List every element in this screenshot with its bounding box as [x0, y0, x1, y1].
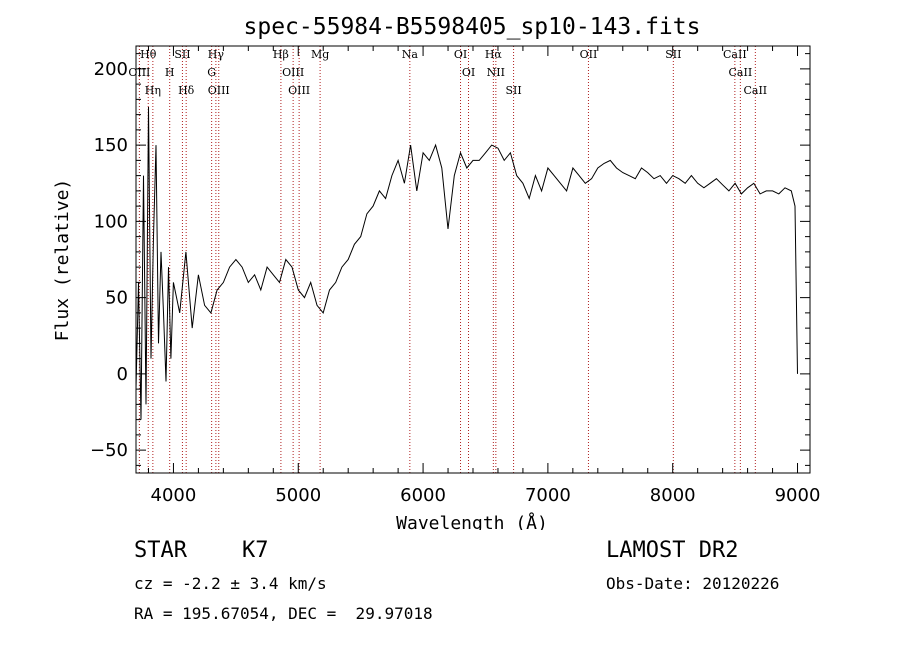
line-label: Hθ: [140, 48, 157, 61]
line-label: OI: [454, 48, 467, 61]
x-tick-label: 9000: [775, 485, 821, 506]
line-label: SII: [505, 84, 521, 97]
y-tick-label: 50: [105, 288, 128, 309]
object-class: STAR: [134, 538, 187, 563]
line-label: Hη: [145, 84, 161, 97]
line-label: CaII: [743, 84, 767, 97]
chart-title: spec-55984-B5598405_sp10-143.fits: [244, 14, 701, 40]
line-label: OIII: [288, 84, 310, 97]
x-tick-label: 6000: [400, 485, 446, 506]
line-label: CaII: [723, 48, 747, 61]
line-label: NII: [487, 66, 505, 79]
line-label: SII: [174, 48, 190, 61]
object-subclass: K7: [242, 538, 269, 563]
x-axis-label: Wavelength (Å): [396, 512, 548, 530]
y-tick-label: 0: [117, 364, 128, 385]
spectrum-line: [135, 106, 798, 420]
y-tick-label: 200: [94, 59, 128, 80]
line-label: Hδ: [178, 84, 195, 97]
survey-name: LAMOST DR2: [606, 538, 739, 563]
y-axis-label: Flux (relative): [52, 179, 73, 342]
line-label: Hβ: [273, 48, 289, 61]
line-label: OII: [580, 48, 598, 61]
emission-line-markers: [138, 46, 756, 473]
y-tick-label: 100: [94, 211, 128, 232]
y-tick-label: 150: [94, 135, 128, 156]
line-label: CaII: [729, 66, 753, 79]
line-label: OI: [462, 66, 475, 79]
x-tick-label: 8000: [650, 485, 696, 506]
line-label: Hα: [485, 48, 503, 61]
line-label: OIII: [128, 66, 150, 79]
redshift-velocity: cz = -2.2 ± 3.4 km/s: [134, 574, 327, 593]
spectrum-chart: spec-55984-B5598405_sp10-143.fits Hθ OIII…: [52, 14, 821, 530]
x-tick-label: 5000: [275, 485, 321, 506]
y-axis-ticks: −50 0 50 100 150 200: [90, 53, 810, 466]
line-label: OIII: [208, 84, 230, 97]
y-tick-label: −50: [90, 440, 128, 461]
line-label: OIII: [282, 66, 304, 79]
line-label: G: [207, 66, 216, 79]
line-label: Hγ: [208, 48, 225, 61]
line-label: SII: [665, 48, 681, 61]
plot-frame: [135, 45, 811, 474]
x-tick-label: 4000: [151, 485, 197, 506]
observation-date: Obs-Date: 20120226: [606, 574, 780, 593]
emission-line-labels: Hθ OIII Hη H SII Hδ Hγ G OIII Hβ OIII OIII Mg Na OI OI H…: [128, 48, 767, 97]
coordinates: RA = 195.67054, DEC = 29.97018: [134, 604, 433, 623]
x-axis-ticks: 4000 5000 6000 7000 8000 9000: [147, 46, 821, 506]
line-label: Na: [402, 48, 419, 61]
line-label: Mg: [311, 48, 329, 61]
line-label: H: [165, 66, 175, 79]
x-tick-label: 7000: [525, 485, 571, 506]
